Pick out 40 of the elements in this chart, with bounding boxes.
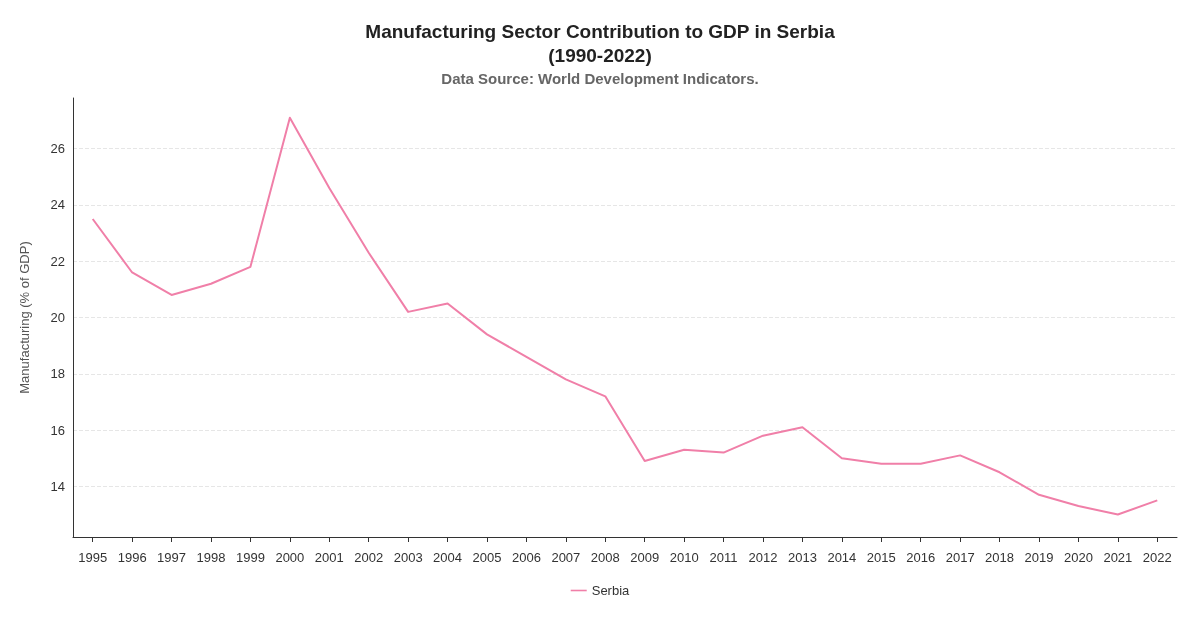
x-tick-label: 1998 — [196, 550, 226, 565]
y-tick-label: 18 — [50, 366, 65, 382]
x-tick-label: 2005 — [472, 550, 502, 565]
x-tick-label: 2006 — [511, 550, 541, 565]
y-tick-label: 22 — [50, 253, 65, 269]
x-tick-label: 1999 — [235, 550, 265, 565]
y-tick-label: 16 — [50, 422, 65, 438]
x-tick-label: 2016 — [906, 550, 936, 565]
y-axis-title: Manufacturing (% of GDP) — [17, 241, 32, 394]
y-tick-label: 24 — [50, 197, 65, 213]
x-tick-label: 1997 — [157, 550, 187, 565]
x-tick-label: 2012 — [748, 550, 778, 565]
x-tick-label: 2000 — [275, 550, 305, 565]
x-tick-label: 2013 — [787, 550, 817, 565]
line-series — [91, 116, 1159, 516]
x-tick-label: 2008 — [590, 550, 620, 565]
x-tick-label: 2018 — [985, 550, 1015, 565]
x-tick-label: 2001 — [314, 550, 344, 565]
legend-label: Serbia — [591, 583, 631, 598]
x-tick-label: 2022 — [1142, 550, 1172, 565]
y-tick-label: 26 — [50, 141, 65, 157]
x-tick-label: 2004 — [433, 550, 463, 565]
x-tick-label: 2011 — [709, 550, 738, 565]
x-tick-label: 2003 — [393, 550, 423, 565]
chart-title: Manufacturing Sector Contribution to GDP in Serbia (1990-2022) — [365, 20, 836, 66]
y-tick-label: 20 — [50, 310, 65, 325]
x-tick-label: 2010 — [669, 550, 699, 565]
x-tick-label: 2002 — [354, 550, 384, 565]
x-tick-label: 1995 — [78, 550, 108, 565]
y-tick-label: 14 — [50, 478, 65, 494]
x-tick-label: 2020 — [1063, 550, 1093, 565]
x-tick-label: 2017 — [945, 550, 975, 565]
x-tick-label: 2015 — [866, 550, 896, 565]
x-tick-label: 2007 — [551, 550, 581, 565]
x-tick-label: 2014 — [827, 550, 857, 565]
x-tick-label: 2009 — [630, 550, 660, 565]
x-tick-label: 2019 — [1024, 550, 1054, 565]
x-tick-label: 2021 — [1103, 550, 1133, 565]
x-tick-label: 1996 — [117, 550, 147, 565]
chart-subtitle: Data Source: World Development Indicators. — [441, 70, 759, 87]
